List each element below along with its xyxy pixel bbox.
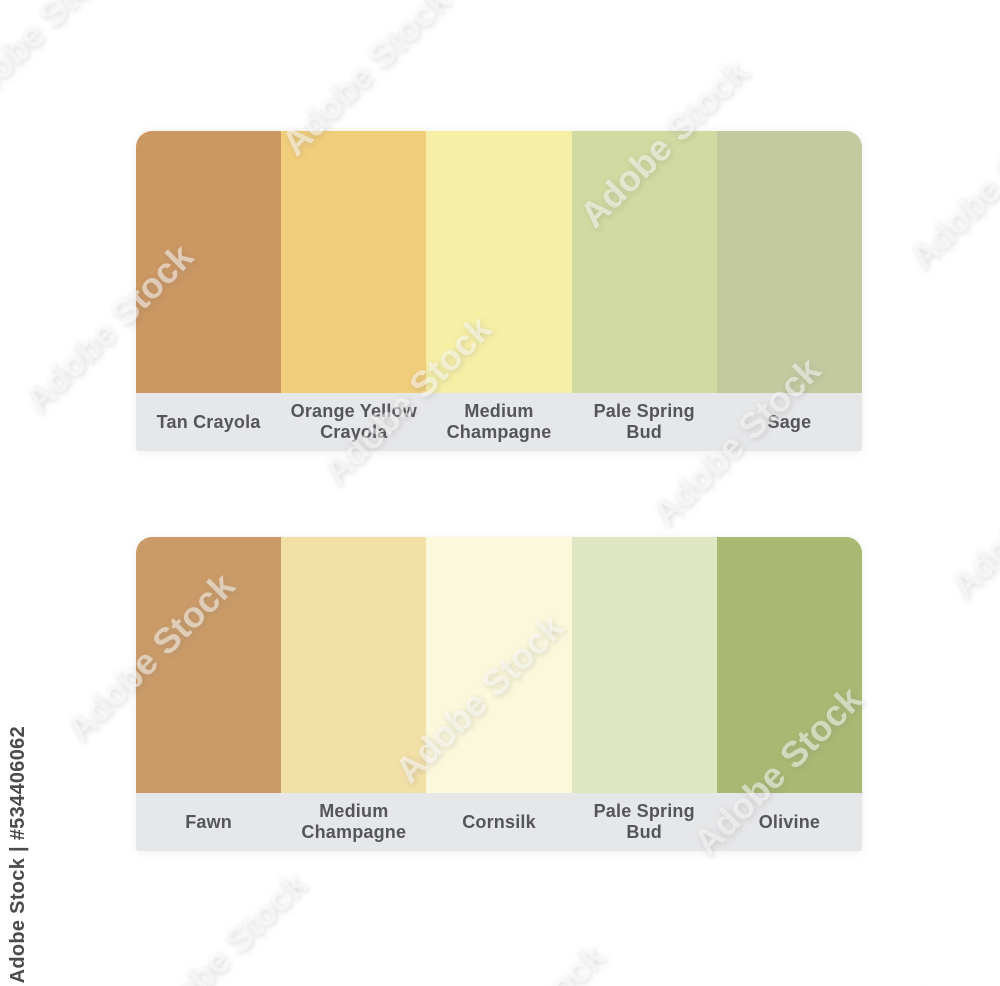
swatch-row bbox=[136, 537, 862, 793]
watermark-text: Adobe Stock bbox=[0, 0, 129, 122]
label-tan-crayola: Tan Crayola bbox=[136, 393, 281, 451]
swatch-label-line: Cornsilk bbox=[462, 811, 536, 832]
swatch-olivine bbox=[716, 537, 862, 793]
palette-card-top: Tan Crayola Orange Yellow Crayola Medium… bbox=[136, 131, 862, 451]
label-sage: Sage bbox=[717, 393, 862, 451]
stock-credit-text: Adobe Stock | #534406062 bbox=[7, 725, 29, 983]
watermark-text: Adobe Stock bbox=[900, 92, 1000, 277]
palette-card-bottom: Fawn Medium Champagne Cornsilk Pale Spri… bbox=[136, 537, 862, 851]
swatch-label-line: Pale Spring bbox=[593, 801, 695, 822]
label-fawn: Fawn bbox=[136, 793, 281, 851]
swatch-pale-spring-bud bbox=[571, 537, 717, 793]
watermark-text: Adobe Stock bbox=[129, 863, 315, 986]
swatch-label-line: Medium bbox=[319, 801, 389, 822]
swatch-label-line: Medium bbox=[464, 401, 534, 422]
swatch-orange-yellow-crayola bbox=[281, 131, 427, 393]
swatch-medium-champagne bbox=[281, 537, 427, 793]
label-orange-yellow-crayola: Orange Yellow Crayola bbox=[281, 393, 426, 451]
swatch-label-line: Champagne bbox=[301, 822, 407, 842]
label-medium-champagne: Medium Champagne bbox=[281, 793, 426, 851]
label-strip: Tan Crayola Orange Yellow Crayola Medium… bbox=[136, 393, 862, 451]
label-olivine: Olivine bbox=[717, 793, 862, 851]
swatch-pale-spring-bud bbox=[571, 131, 717, 393]
label-pale-spring-bud: Pale Spring Bud bbox=[572, 793, 717, 851]
swatch-cornsilk bbox=[426, 537, 572, 793]
swatch-sage bbox=[716, 131, 862, 393]
label-medium-champagne: Medium Champagne bbox=[426, 393, 571, 451]
label-cornsilk: Cornsilk bbox=[426, 793, 571, 851]
swatch-fawn bbox=[136, 537, 282, 793]
swatch-label-line: Orange Yellow bbox=[290, 401, 417, 422]
watermark-text: Adobe Stock bbox=[942, 421, 1000, 606]
swatch-medium-champagne bbox=[426, 131, 572, 393]
swatch-label-line: Fawn bbox=[185, 811, 232, 832]
swatch-label-line: Olivine bbox=[758, 811, 821, 832]
swatch-label-line: Tan Crayola bbox=[156, 411, 261, 432]
watermark-text: Adobe Stock bbox=[428, 935, 613, 986]
swatch-label-line: Bud bbox=[626, 422, 662, 442]
swatch-row bbox=[136, 131, 862, 393]
swatch-label-line: Champagne bbox=[446, 422, 552, 442]
swatch-label-line: Sage bbox=[767, 411, 812, 432]
label-strip: Fawn Medium Champagne Cornsilk Pale Spri… bbox=[136, 793, 862, 851]
swatch-label-line: Bud bbox=[626, 822, 662, 842]
swatch-tan-crayola bbox=[136, 131, 282, 393]
swatch-label-line: Pale Spring bbox=[593, 401, 695, 422]
swatch-label-line: Crayola bbox=[320, 422, 388, 442]
watermark-text: Adobe Stock bbox=[757, 977, 942, 986]
label-pale-spring-bud: Pale Spring Bud bbox=[572, 393, 717, 451]
